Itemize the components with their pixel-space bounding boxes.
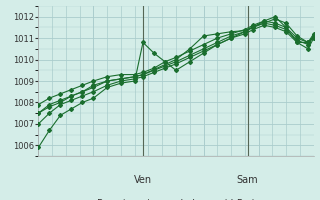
Text: Sam: Sam <box>237 175 258 185</box>
Text: Ven: Ven <box>134 175 152 185</box>
Text: Pression niveau de la mer( hPa ): Pression niveau de la mer( hPa ) <box>97 198 255 200</box>
